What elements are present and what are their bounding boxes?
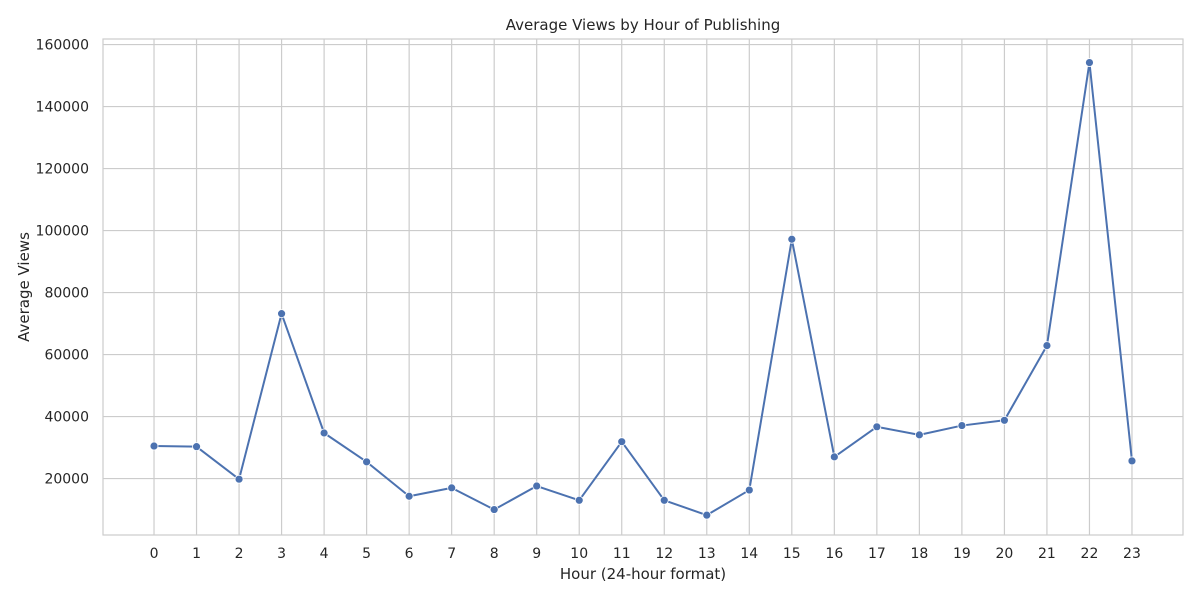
- x-tick-label: 4: [320, 546, 329, 562]
- x-axis-title: Hour (24-hour format): [560, 565, 726, 583]
- data-point: [957, 421, 967, 430]
- x-tick-label: 17: [868, 546, 886, 562]
- data-point: [234, 474, 244, 484]
- data-point: [787, 234, 797, 244]
- x-tick-label: 5: [362, 546, 371, 562]
- y-tick-label: 20000: [44, 472, 89, 488]
- x-tick-label: 19: [953, 546, 971, 562]
- x-tick-label: 1: [192, 546, 201, 562]
- x-tick-label: 13: [698, 546, 716, 562]
- x-tick-label: 18: [910, 546, 928, 562]
- tick-labels: 0 1 2 3 4 5 6 7 8 9 10 11 12 13 14 15 16 17 18 19 20 21 22 2320…: [36, 38, 1141, 562]
- data-point: [1000, 415, 1009, 425]
- data-point: [1085, 58, 1094, 67]
- data-point: [914, 430, 924, 440]
- x-tick-label: 6: [405, 546, 414, 562]
- data-point: [744, 485, 754, 495]
- y-axis-title: Average Views: [15, 232, 33, 342]
- x-tick-label: 0: [150, 546, 159, 562]
- x-tick-label: 10: [570, 546, 588, 562]
- series-line: [154, 61, 1133, 517]
- y-tick-label: 160000: [36, 38, 89, 54]
- data-point: [362, 457, 372, 467]
- data-point: [404, 491, 414, 501]
- x-tick-label: 16: [825, 546, 843, 562]
- y-tick-label: 40000: [44, 410, 89, 426]
- data-point: [1127, 456, 1137, 466]
- x-tick-label: 9: [532, 546, 541, 562]
- y-tick-label: 60000: [44, 348, 89, 364]
- y-tick-label: 80000: [44, 286, 89, 302]
- x-tick-label: 7: [447, 546, 456, 562]
- data-point: [447, 483, 457, 493]
- data-point: [617, 437, 627, 447]
- x-tick-label: 15: [783, 546, 801, 562]
- plot-frame: [102, 38, 1184, 536]
- y-tick-label: 120000: [36, 162, 89, 178]
- series: [149, 58, 1137, 520]
- data-point: [702, 510, 712, 520]
- data-point: [319, 428, 329, 438]
- x-tick-label: 8: [490, 546, 499, 562]
- data-point: [277, 309, 286, 319]
- data-point: [574, 495, 584, 505]
- data-point: [489, 505, 499, 514]
- x-tick-label: 2: [235, 546, 244, 562]
- x-tick-label: 14: [740, 546, 758, 562]
- data-point: [1042, 341, 1052, 350]
- x-tick-label: 12: [655, 546, 673, 562]
- x-tick-label: 21: [1038, 546, 1056, 562]
- y-tick-label: 140000: [36, 100, 89, 116]
- data-point: [872, 422, 882, 432]
- data-point: [192, 442, 201, 452]
- data-point: [829, 452, 839, 462]
- x-tick-label: 11: [613, 546, 631, 562]
- y-tick-label: 100000: [36, 224, 89, 240]
- chart-title: Average Views by Hour of Publishing: [506, 16, 781, 34]
- x-tick-label: 23: [1123, 546, 1141, 562]
- x-tick-label: 22: [1081, 546, 1099, 562]
- x-tick-label: 20: [996, 546, 1014, 562]
- x-tick-label: 3: [277, 546, 286, 562]
- data-point: [532, 481, 542, 491]
- data-point: [149, 441, 159, 451]
- data-point: [659, 495, 669, 505]
- grid: [103, 39, 1183, 535]
